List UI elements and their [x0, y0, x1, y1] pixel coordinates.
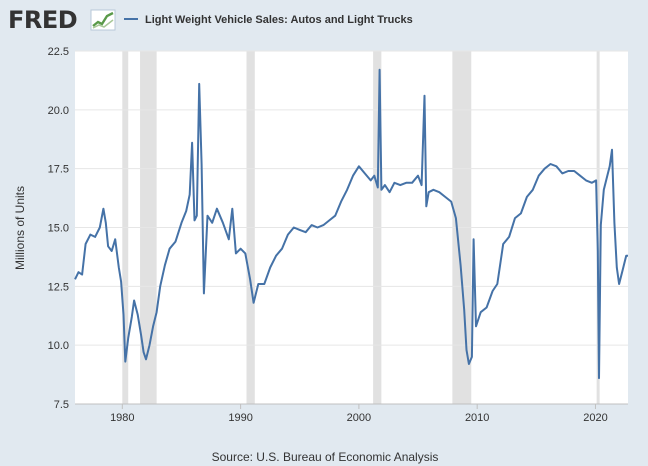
trend-chart-icon — [90, 9, 116, 31]
y-tick-label: 22.5 — [48, 46, 69, 58]
y-tick-label: 7.5 — [54, 399, 69, 411]
y-tick-label: 12.5 — [48, 281, 69, 293]
x-axis-ticks: 1980 1990 2000 2010 2020 — [75, 403, 628, 424]
legend: Light Weight Vehicle Sales: Autos and Li… — [124, 14, 413, 26]
y-tick-label: 17.5 — [48, 164, 69, 176]
source-note: Source: U.S. Bureau of Economic Analysis — [212, 450, 439, 464]
y-tick-label: 20.0 — [48, 105, 69, 117]
x-tick-label: 2020 — [583, 412, 607, 424]
y-axis-ticks: 7.5 10.0 12.5 15.0 17.5 20.0 22.5 — [48, 46, 69, 411]
y-tick-label: 10.0 — [48, 340, 69, 352]
legend-label: Light Weight Vehicle Sales: Autos and Li… — [145, 14, 413, 26]
x-tick-label: 1990 — [228, 412, 252, 424]
series-line — [74, 68, 628, 380]
fred-header: FRED Light Weight Vehicle Sales: Autos a… — [8, 6, 413, 34]
x-tick-label: 2000 — [347, 412, 371, 424]
fred-logo-text[interactable]: FRED — [8, 6, 78, 34]
series-layer — [74, 68, 628, 380]
x-tick-label: 1980 — [110, 412, 134, 424]
y-axis-title: Millions of Units — [13, 186, 27, 270]
x-tick-label: 2010 — [465, 412, 489, 424]
y-tick-label: 15.0 — [48, 223, 69, 235]
